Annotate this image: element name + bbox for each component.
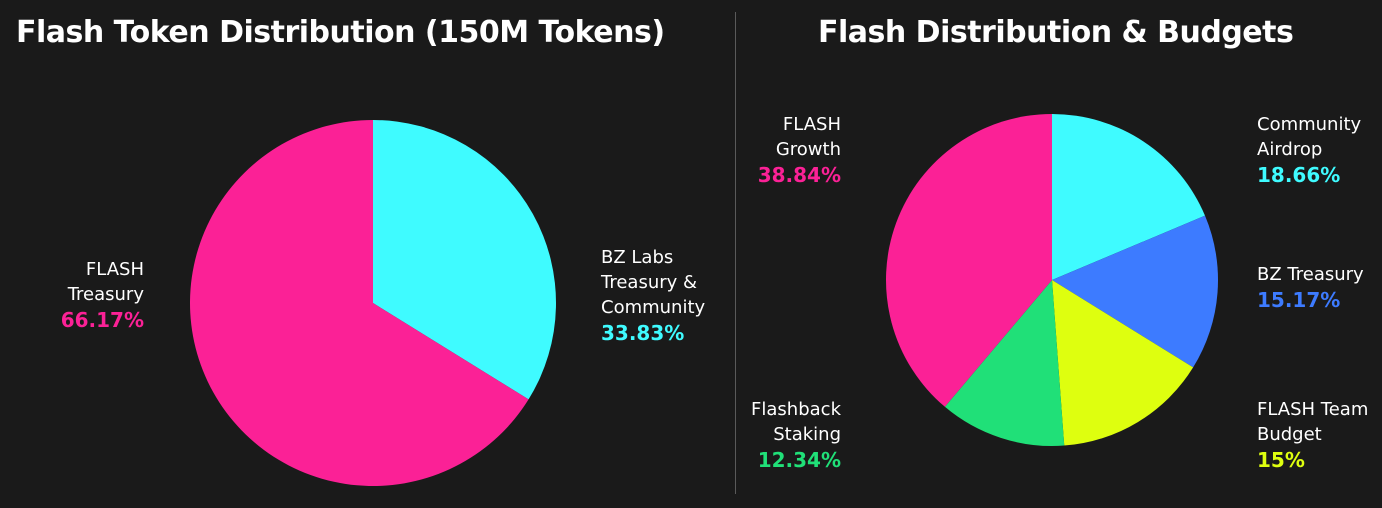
label-percent: 33.83% xyxy=(601,321,685,345)
pie-slice-community-airdrop xyxy=(1052,114,1205,280)
label-percent: 12.34% xyxy=(757,448,841,472)
label-name-line: Community xyxy=(601,297,706,318)
label-bz-treasury: BZ Treasury 15.17% xyxy=(1257,262,1364,314)
chart-title-token-distribution: Flash Token Distribution (150M Tokens) xyxy=(16,15,665,50)
label-name-line: BZ Treasury xyxy=(1257,264,1364,285)
label-percent: 38.84% xyxy=(757,163,841,187)
label-name-line: Treasury & xyxy=(601,272,698,293)
label-name-line: FLASH xyxy=(85,259,144,280)
label-flash-growth: FLASH Growth 38.84% xyxy=(758,112,841,189)
label-community-airdrop: Community Airdrop 18.66% xyxy=(1257,112,1361,189)
pie-slice-flash-growth xyxy=(886,114,1052,407)
pie-slice-bz-labs-treasury-community xyxy=(373,120,556,400)
label-name-line: Flashback xyxy=(751,399,841,420)
label-name-line: Staking xyxy=(773,424,841,445)
label-percent: 15% xyxy=(1257,448,1305,472)
label-name-line: Community xyxy=(1257,114,1362,135)
chart-title-distribution-budgets: Flash Distribution & Budgets xyxy=(818,15,1294,50)
label-name-line: Budget xyxy=(1257,424,1322,445)
label-percent: 15.17% xyxy=(1257,288,1341,312)
pie-slice-flash-treasury xyxy=(189,120,529,486)
pie-chart-distribution-budgets xyxy=(886,114,1218,446)
pie-slice-bz-treasury xyxy=(1052,215,1218,368)
pie-slice-flashback-staking xyxy=(944,280,1065,446)
label-flashback-staking: Flashback Staking 12.34% xyxy=(751,397,841,474)
label-name-line: Treasury xyxy=(67,284,144,305)
pie-slice-flash-team-budget xyxy=(1052,280,1194,446)
label-name-line: Growth xyxy=(775,139,841,160)
label-name-line: Airdrop xyxy=(1257,139,1323,160)
label-name-line: FLASH xyxy=(782,114,841,135)
label-name-line: FLASH Team xyxy=(1257,399,1369,420)
label-flash-team-budget: FLASH Team Budget 15% xyxy=(1257,397,1368,474)
label-name-line: BZ Labs xyxy=(601,247,674,268)
label-flash-treasury: FLASH Treasury 66.17% xyxy=(61,257,144,334)
chart-divider xyxy=(735,12,736,494)
label-percent: 66.17% xyxy=(60,308,144,332)
pie-chart-token-distribution xyxy=(189,120,556,486)
label-percent: 18.66% xyxy=(1257,163,1341,187)
label-bz-labs-treasury-community: BZ Labs Treasury & Community 33.83% xyxy=(601,245,705,347)
